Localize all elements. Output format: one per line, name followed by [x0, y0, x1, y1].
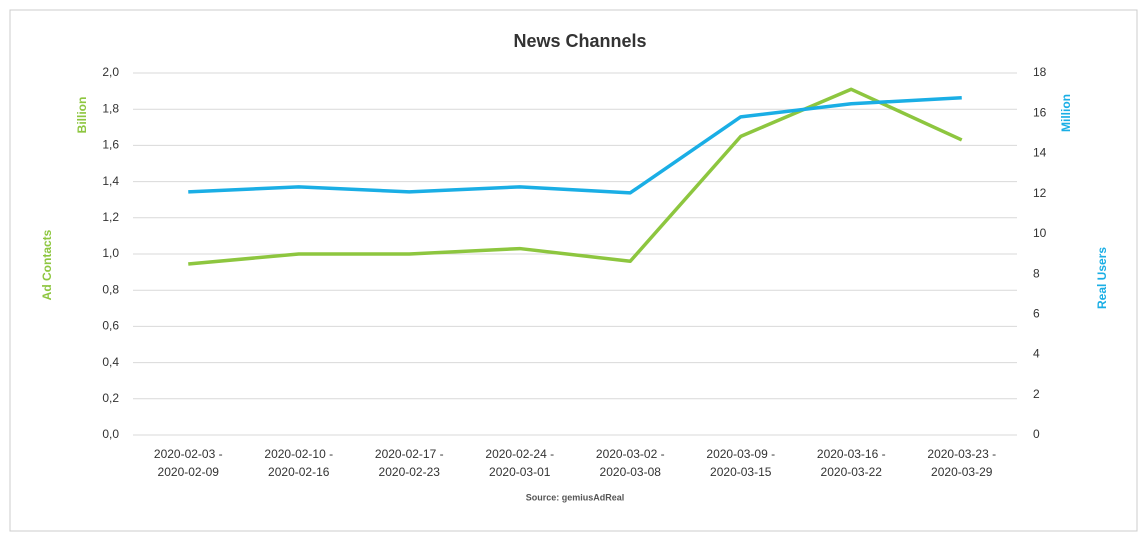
x-tick-label: 2020-02-03 - 2020-02-09 — [153, 447, 223, 479]
y-tick-label: 0,6 — [102, 319, 119, 333]
source-note: Source: gemiusAdReal — [526, 492, 625, 502]
x-tick-label: 2020-03-02 - 2020-03-08 — [595, 447, 665, 479]
y2-tick-label: 16 — [1033, 105, 1047, 119]
x-tick-label: 2020-02-10 - 2020-02-16 — [264, 447, 334, 479]
y-tick-label: 1,8 — [102, 101, 119, 115]
y2-tick-label: 2 — [1033, 387, 1040, 401]
x-tick-label: 2020-03-09 - 2020-03-15 — [706, 447, 776, 479]
x-tick-label: 2020-02-24 - 2020-03-01 — [485, 447, 555, 479]
y2-tick-label: 18 — [1033, 65, 1047, 79]
x-tick-label: 2020-03-16 - 2020-03-22 — [816, 447, 886, 479]
y2-tick-label: 8 — [1033, 266, 1040, 280]
y-tick-label: 0,4 — [102, 355, 119, 369]
y2-tick-label: 10 — [1033, 226, 1047, 240]
x-tick-label: 2020-02-17 - 2020-02-23 — [374, 447, 444, 479]
x-tick-label: 2020-03-23 - 2020-03-29 — [927, 447, 997, 479]
y-tick-label: 2,0 — [102, 65, 119, 79]
y2-tick-label: 6 — [1033, 307, 1040, 321]
y-axis-label: Ad Contacts — [40, 229, 54, 300]
y-tick-label: 0,8 — [102, 282, 119, 296]
y2-unit: Million — [1059, 94, 1073, 132]
series-line — [188, 95, 962, 195]
y-unit: Billion — [75, 97, 89, 134]
y-tick-label: 1,0 — [102, 246, 119, 260]
y2-axis-label: Real Users — [1095, 247, 1109, 309]
y2-tick-label: 4 — [1033, 347, 1040, 361]
y-tick-label: 1,4 — [102, 174, 119, 188]
chart-title: News Channels — [513, 31, 646, 51]
y-tick-label: 1,6 — [102, 138, 119, 152]
y-tick-label: 0,0 — [102, 427, 119, 441]
y-tick-label: 1,2 — [102, 210, 119, 224]
y2-tick-label: 14 — [1033, 146, 1047, 160]
series-line — [188, 87, 963, 266]
y2-tick-label: 0 — [1033, 427, 1040, 441]
y2-tick-label: 12 — [1033, 186, 1047, 200]
y-tick-label: 0,2 — [102, 391, 119, 405]
